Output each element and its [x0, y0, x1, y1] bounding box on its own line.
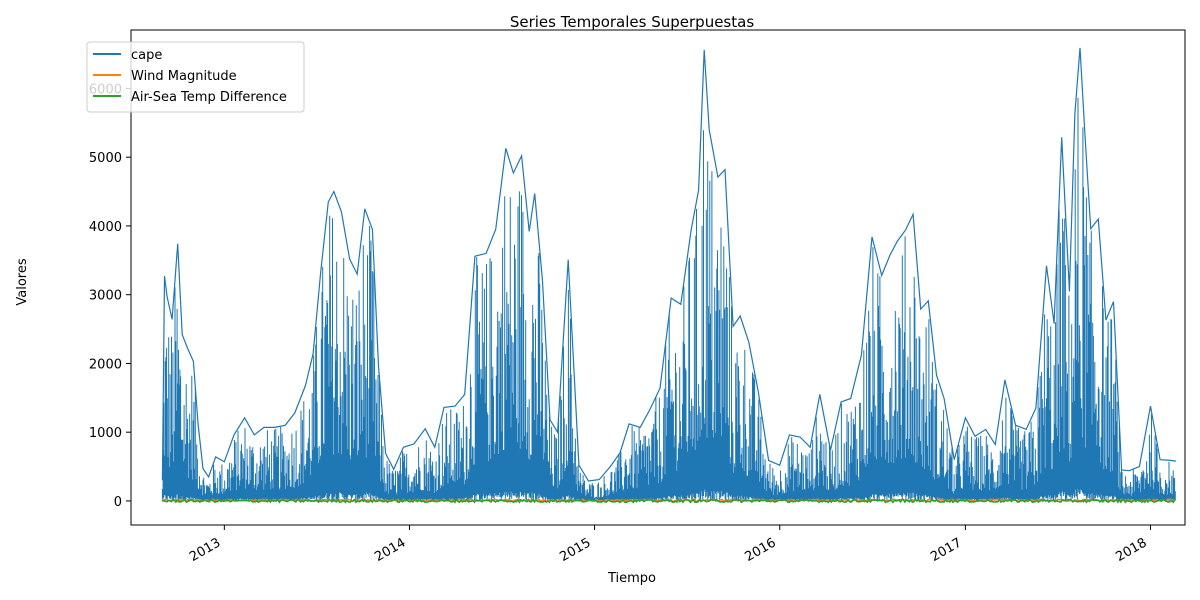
x-tick-label: 2015	[557, 535, 593, 565]
x-axis-label: Tiempo	[607, 571, 656, 586]
y-tick-label: 5000	[89, 151, 122, 166]
series-cape-line	[161, 97, 1176, 501]
legend-entry-label: cape	[131, 48, 162, 63]
x-tick-label: 2018	[1113, 535, 1149, 565]
y-tick-label: 3000	[89, 289, 122, 304]
plot-area	[130, 29, 1186, 526]
y-axis-label: Valores	[15, 258, 30, 305]
legend-entry-label: Wind Magnitude	[131, 69, 237, 84]
x-tick-label: 2013	[187, 535, 223, 565]
x-axis: 2013 2014 2015 2016 2017 2018	[187, 525, 1152, 565]
x-tick-label: 2017	[928, 535, 964, 565]
y-axis: 0100020003000400050006000	[89, 82, 131, 510]
y-tick-label: 4000	[89, 220, 122, 235]
legend-entry-label: Air-Sea Temp Difference	[131, 90, 287, 105]
legend: cape Wind Magnitude Air-Sea Temp Differenc…	[86, 41, 305, 113]
y-tick-label: 1000	[89, 426, 122, 441]
series-air-sea-temp-line	[162, 498, 1176, 504]
y-tick-label: 0	[114, 495, 122, 510]
y-tick-label: 2000	[89, 357, 122, 372]
series-layer	[161, 47, 1176, 504]
series-cape-peaks	[161, 47, 1176, 482]
x-tick-label: 2014	[372, 535, 408, 565]
chart-title: Series Temporales Superpuestas	[510, 13, 754, 31]
legend-box	[86, 41, 305, 113]
x-tick-label: 2016	[743, 535, 779, 565]
